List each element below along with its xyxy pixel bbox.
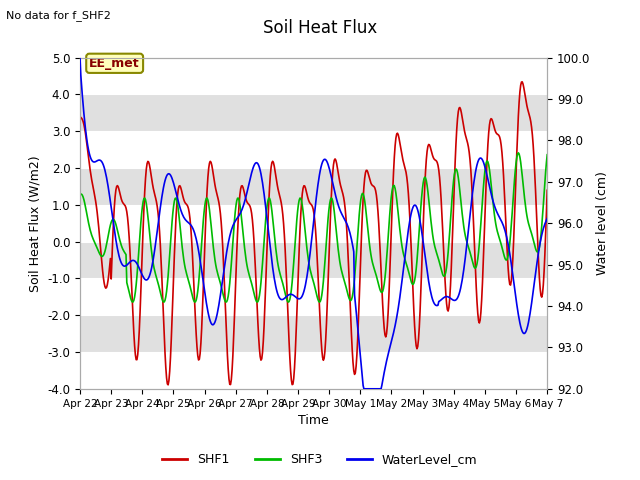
Bar [80,205,547,241]
Legend: SHF1, SHF3, WaterLevel_cm: SHF1, SHF3, WaterLevel_cm [157,448,483,471]
Text: EE_met: EE_met [90,57,140,70]
Bar [80,278,547,315]
Bar [80,315,547,352]
Bar [80,168,547,205]
Text: No data for f_SHF2: No data for f_SHF2 [6,10,111,21]
Bar [80,352,547,389]
Y-axis label: Soil Heat Flux (W/m2): Soil Heat Flux (W/m2) [29,155,42,291]
X-axis label: Time: Time [298,414,329,427]
Bar [80,95,547,131]
Bar [80,241,547,278]
Text: Soil Heat Flux: Soil Heat Flux [263,19,377,37]
Y-axis label: Water level (cm): Water level (cm) [596,171,609,275]
Bar [80,58,547,95]
Bar [80,131,547,168]
